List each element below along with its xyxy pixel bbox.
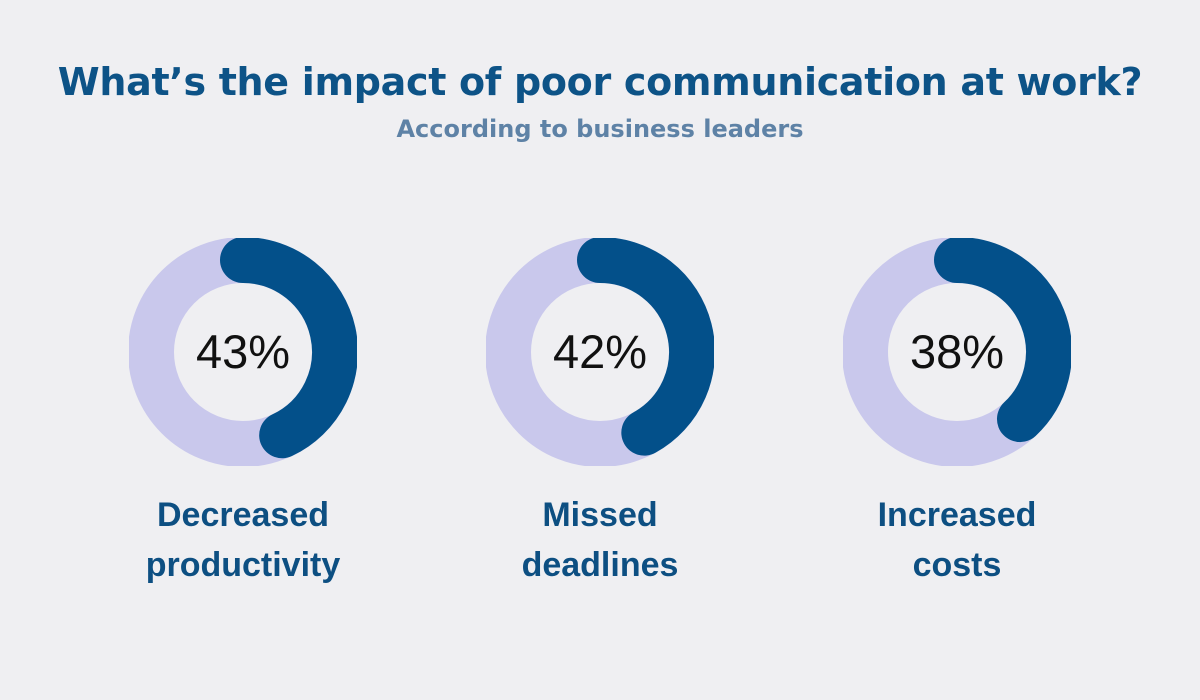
category-label-decreased-productivity: Decreased productivity (103, 490, 383, 590)
percent-label: 43% (195, 325, 291, 378)
donut-value-arc (934, 238, 1071, 443)
category-label-increased-costs: Increased costs (817, 490, 1097, 590)
percent-label: 42% (552, 325, 648, 378)
donut-chart-decreased-productivity: 43% (129, 238, 357, 466)
donut-svg (129, 238, 357, 466)
donut-value-arc (577, 238, 714, 456)
donut-chart-increased-costs: 38% (843, 238, 1071, 466)
donut-svg (486, 238, 714, 466)
label-line: productivity (145, 546, 341, 584)
chart-title: What’s the impact of poor communication … (57, 60, 1143, 104)
label-line: Increased (877, 496, 1037, 534)
donut-value-arc (220, 238, 357, 459)
chart-subtitle: According to business leaders (396, 115, 804, 143)
label-line: costs (912, 546, 1002, 584)
donut-svg (843, 238, 1071, 466)
label-line: Decreased (156, 496, 329, 534)
label-line: deadlines (521, 546, 679, 584)
label-line: Missed (542, 496, 658, 534)
donut-chart-missed-deadlines: 42% (486, 238, 714, 466)
percent-label: 38% (909, 325, 1005, 378)
category-label-missed-deadlines: Missed deadlines (460, 490, 740, 590)
